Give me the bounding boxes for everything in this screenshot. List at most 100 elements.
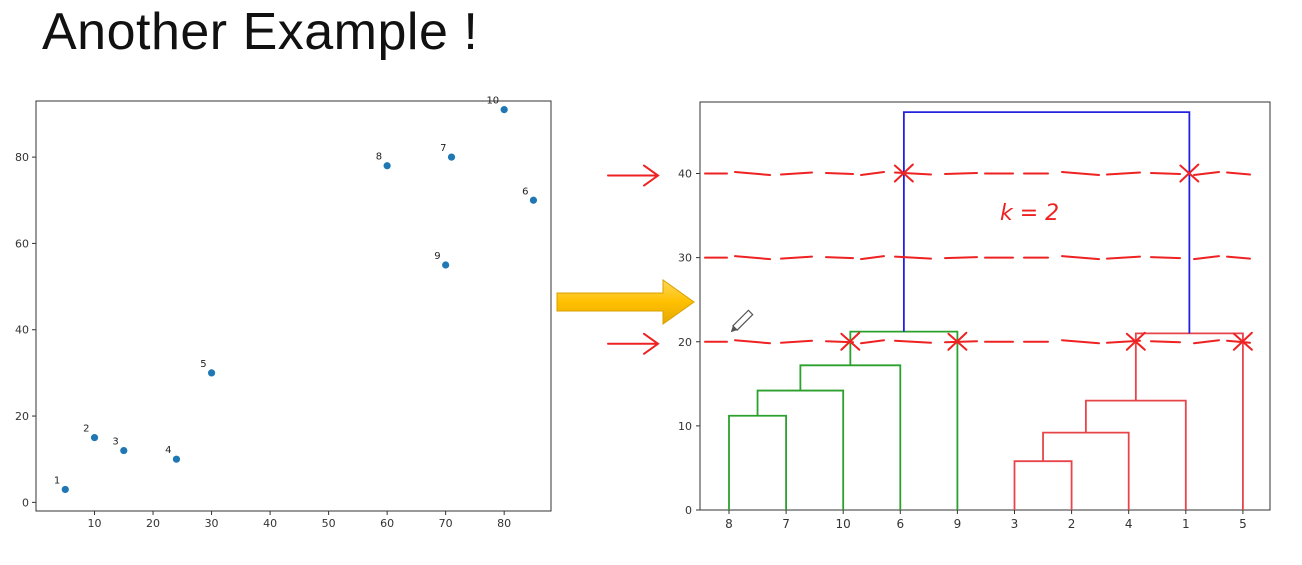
y-tick-label: 40	[15, 324, 29, 337]
cut-line-dash	[1150, 340, 1181, 344]
scatter-points: 1 2 3 4 5 6 7 8 9 10	[54, 96, 538, 494]
cut-line-dash	[734, 339, 771, 345]
scatter-y-ticks: 0 20 40 60 80	[15, 151, 36, 509]
y-tick-label: 20	[678, 336, 692, 349]
cross-mark	[840, 331, 861, 351]
leaf-label-2: 2	[1068, 517, 1076, 531]
cut-line-dash	[1061, 255, 1100, 261]
leaf-label-9: 9	[954, 517, 962, 531]
cut-line-dash	[1226, 171, 1251, 176]
scatter-point-9	[442, 261, 450, 269]
x-tick-label: 80	[497, 517, 511, 530]
cut-line-dash	[860, 339, 885, 345]
point-label-1: 1	[54, 475, 60, 486]
transition-arrow	[556, 279, 695, 325]
dendrogram-link-red	[1042, 431, 1130, 510]
cross-mark	[1179, 163, 1200, 183]
cut-line-dash	[1106, 171, 1141, 176]
cut-line-dash	[780, 339, 813, 344]
leaf-label-7: 7	[782, 517, 790, 531]
scatter-point-8	[383, 162, 391, 170]
dendrogram-link-red	[1084, 399, 1187, 510]
cut-line-dash	[825, 172, 854, 176]
point-label-4: 4	[165, 445, 171, 456]
dendrogram-link-root	[902, 111, 1191, 334]
y-tick-label: 30	[678, 252, 692, 265]
k-note: k = 2	[1000, 201, 1059, 226]
cut-line-dash	[734, 171, 771, 177]
leaf-label-8: 8	[725, 517, 733, 531]
cut-line-dash	[780, 255, 813, 260]
cut-line-dash	[944, 256, 978, 260]
cut-line-dash	[1226, 339, 1251, 344]
cross-mark	[947, 331, 968, 351]
scatter-point-6	[529, 196, 538, 204]
cut-line-dash	[1193, 255, 1220, 261]
scatter-chart: 10 20 30 40 50 60 70 80 0 20 40 60 80 1 2 3 4 5 6 7 8 9 10	[15, 96, 552, 530]
leaf-label-10: 10	[836, 517, 851, 531]
cut-line-dash	[894, 255, 932, 260]
cut-line-dash	[1061, 339, 1100, 345]
scatter-point-1	[61, 485, 69, 494]
dendrogram-frame	[699, 101, 1271, 511]
y-tick-label: 0	[685, 504, 692, 517]
x-tick-label: 70	[439, 517, 453, 530]
yellow-arrow-shape	[556, 279, 695, 325]
dendrogram-link-red	[1134, 332, 1244, 510]
cut-line-dash	[860, 255, 885, 261]
x-tick-label: 50	[322, 517, 336, 530]
x-tick-label: 60	[380, 517, 394, 530]
scatter-point-5	[207, 369, 216, 377]
scatter-frame	[35, 100, 552, 512]
cut-line-dash	[944, 172, 978, 176]
cut-line-dash	[825, 256, 854, 260]
scatter-point-2	[90, 434, 99, 442]
cut-line-arrow	[607, 164, 660, 187]
dendrogram-link-green	[728, 414, 787, 510]
leaf-label-1: 1	[1182, 517, 1190, 531]
leaf-label-3: 3	[1011, 517, 1019, 531]
y-tick-label: 20	[15, 410, 29, 423]
point-label-5: 5	[200, 359, 206, 370]
dendrogram-link-green	[849, 330, 959, 510]
handwritten-annotations: k = 2	[607, 163, 1253, 355]
point-label-9: 9	[434, 251, 440, 262]
cut-line-dash	[1226, 255, 1251, 260]
cross-mark	[893, 163, 914, 183]
scatter-point-3	[120, 446, 128, 455]
cross-mark	[1232, 331, 1253, 351]
cut-line-dash	[1193, 339, 1220, 345]
point-label-8: 8	[376, 152, 382, 163]
cut-line-arrow	[607, 332, 660, 355]
point-label-7: 7	[440, 143, 446, 154]
scatter-point-4	[172, 455, 181, 463]
cut-line-dash	[1061, 171, 1100, 177]
cut-line-dash	[894, 339, 932, 344]
dendrogram-link-green	[799, 364, 902, 510]
cut-line-dash	[734, 255, 771, 261]
point-label-2: 2	[83, 424, 89, 435]
scatter-point-7	[447, 153, 456, 161]
y-tick-label: 40	[678, 168, 692, 181]
cut-line-dash	[1193, 171, 1220, 177]
dendrogram-link-green	[756, 389, 845, 510]
point-label-3: 3	[112, 437, 118, 448]
scatter-point-10	[500, 106, 508, 114]
slide-title: Another Example !	[42, 3, 479, 61]
y-tick-label: 0	[22, 496, 29, 509]
x-tick-label: 30	[205, 517, 219, 530]
cut-line-dash	[894, 171, 932, 176]
cut-line-dash	[1150, 256, 1181, 260]
leaf-label-5: 5	[1239, 517, 1247, 531]
y-tick-label: 80	[15, 151, 29, 164]
dendrogram-y-ticks: 0 10 20 30 40	[678, 168, 700, 517]
x-tick-label: 10	[88, 517, 102, 530]
dendrogram-links	[728, 111, 1244, 510]
cross-mark	[1125, 331, 1146, 351]
cut-line-dash	[1150, 172, 1181, 176]
cut-line-dash	[860, 171, 885, 177]
x-tick-label: 40	[263, 517, 277, 530]
y-tick-label: 10	[678, 420, 692, 433]
leaf-label-6: 6	[896, 517, 904, 531]
